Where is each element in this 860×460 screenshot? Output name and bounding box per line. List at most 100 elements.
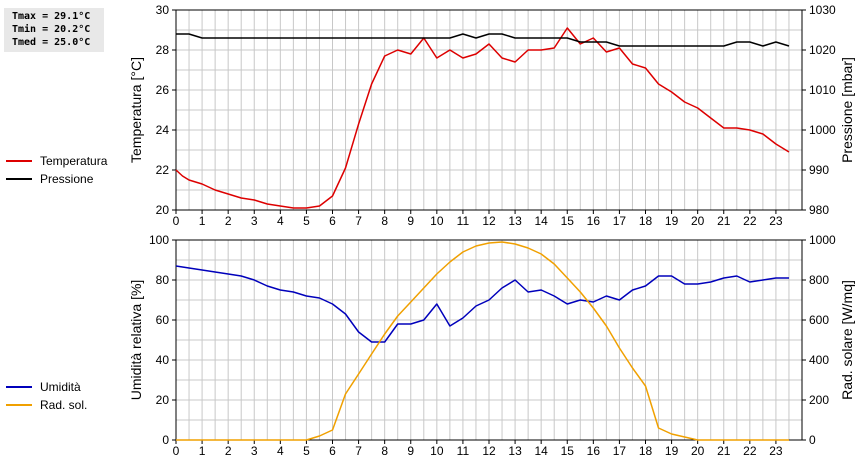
top-x-tick-label: 19	[665, 214, 679, 228]
top-x-tick-label: 12	[482, 214, 496, 228]
top-left-axis-title: Temperatura [°C]	[128, 57, 144, 163]
bottom-x-tick-label: 21	[717, 444, 731, 458]
tmin-text: Tmin = 20.2°C	[12, 24, 91, 35]
legend-bottom: Umidità Rad. sol.	[6, 378, 87, 414]
top-x-tick-label: 16	[587, 214, 601, 228]
top-chart: 0 1 2 3 4 5 6 7 8 9 10 11 12 13 14 15 16 17 18 19 20 21 22 2320…	[128, 3, 855, 228]
top-right-tick-label: 980	[809, 203, 829, 217]
bottom-chart: 0 1 2 3 4 5 6 7 8 9 10 11 12 13 14 15 16 17 18 19 20 21 22 2302…	[128, 233, 855, 458]
bottom-x-tick-label: 11	[457, 444, 470, 458]
bottom-x-tick-label: 18	[639, 444, 653, 458]
bottom-x-tick-label: 10	[430, 444, 444, 458]
bottom-x-tick-label: 2	[225, 444, 232, 458]
top-x-tick-label: 13	[508, 214, 522, 228]
bottom-right-tick-label: 0	[809, 433, 816, 447]
bottom-x-tick-label: 6	[329, 444, 336, 458]
bottom-left-tick-label: 60	[156, 313, 170, 327]
top-x-tick-label: 10	[430, 214, 444, 228]
top-x-tick-label: 6	[329, 214, 336, 228]
bottom-series-rad-sol-line	[176, 241, 789, 441]
top-right-tick-label: 1010	[809, 83, 836, 97]
legend-swatch-humidity	[6, 386, 32, 388]
bottom-x-tick-label: 14	[534, 444, 548, 458]
top-right-tick-label: 1000	[809, 123, 836, 137]
bottom-left-tick-label: 20	[156, 393, 170, 407]
bottom-x-tick-label: 16	[587, 444, 601, 458]
legend-swatch-pressure	[6, 178, 32, 180]
bottom-x-tick-label: 15	[561, 444, 575, 458]
stats-box: Tmax = 29.1°C Tmin = 20.2°C Tmed = 25.0°…	[4, 8, 104, 52]
bottom-x-tick-label: 20	[691, 444, 705, 458]
top-x-tick-label: 8	[381, 214, 388, 228]
legend-swatch-radiation	[6, 404, 32, 406]
top-x-tick-label: 14	[534, 214, 548, 228]
top-left-tick-label: 28	[156, 43, 170, 57]
bottom-x-tick-label: 0	[173, 444, 180, 458]
legend-item-radiation: Rad. sol.	[6, 396, 87, 414]
top-left-tick-label: 24	[156, 123, 170, 137]
top-x-tick-label: 1	[199, 214, 206, 228]
tmax-text: Tmax = 29.1°C	[12, 11, 91, 22]
bottom-x-tick-label: 9	[407, 444, 414, 458]
top-x-tick-label: 23	[769, 214, 783, 228]
top-series-pressione-line	[176, 33, 790, 47]
legend-label-humidity: Umidità	[40, 380, 81, 394]
top-x-tick-label: 17	[613, 214, 627, 228]
bottom-series-umidit-line	[175, 265, 789, 343]
top-right-tick-label: 990	[809, 163, 829, 177]
top-right-tick-label: 1030	[809, 3, 836, 17]
top-right-axis-title: Pressione [mbar]	[839, 57, 855, 163]
bottom-left-tick-label: 80	[156, 273, 170, 287]
bottom-right-tick-label: 1000	[809, 233, 836, 247]
top-x-tick-label: 9	[407, 214, 414, 228]
top-left-tick-label: 30	[156, 3, 170, 17]
top-x-tick-label: 2	[225, 214, 232, 228]
legend-item-temperature: Temperatura	[6, 152, 107, 170]
legend-item-pressure: Pressione	[6, 170, 107, 188]
legend-item-humidity: Umidità	[6, 378, 87, 396]
bottom-right-tick-label: 200	[809, 393, 829, 407]
top-x-tick-label: 21	[717, 214, 731, 228]
top-x-tick-label: 4	[277, 214, 284, 228]
top-x-tick-label: 22	[743, 214, 757, 228]
top-x-tick-label: 20	[691, 214, 705, 228]
bottom-x-tick-label: 5	[303, 444, 310, 458]
top-x-tick-label: 7	[355, 214, 362, 228]
bottom-x-tick-label: 7	[355, 444, 362, 458]
bottom-left-tick-label: 40	[156, 353, 170, 367]
bottom-x-tick-label: 12	[482, 444, 496, 458]
bottom-x-tick-label: 3	[251, 444, 258, 458]
top-x-tick-label: 5	[303, 214, 310, 228]
bottom-x-tick-label: 23	[769, 444, 783, 458]
bottom-x-tick-label: 4	[277, 444, 284, 458]
legend-top: Temperatura Pressione	[6, 152, 107, 188]
top-left-tick-label: 22	[156, 163, 170, 177]
bottom-right-axis-title: Rad. solare [W/mq]	[839, 280, 855, 400]
bottom-right-tick-label: 600	[809, 313, 829, 327]
top-right-tick-label: 1020	[809, 43, 836, 57]
legend-label-radiation: Rad. sol.	[40, 398, 88, 412]
top-x-tick-label: 0	[173, 214, 180, 228]
top-left-tick-label: 20	[156, 203, 170, 217]
bottom-right-tick-label: 400	[809, 353, 829, 367]
bottom-left-tick-label: 0	[162, 433, 169, 447]
bottom-x-tick-label: 13	[508, 444, 522, 458]
bottom-x-tick-label: 17	[613, 444, 627, 458]
tmed-text: Tmed = 25.0°C	[12, 37, 91, 48]
top-x-tick-label: 3	[251, 214, 258, 228]
top-x-tick-label: 15	[561, 214, 575, 228]
legend-label-pressure: Pressione	[40, 172, 94, 186]
legend-label-temperature: Temperatura	[40, 154, 108, 168]
bottom-x-tick-label: 19	[665, 444, 679, 458]
top-left-tick-label: 26	[156, 83, 170, 97]
bottom-left-axis-title: Umidità relativa [%]	[128, 280, 144, 401]
top-x-tick-label: 11	[457, 214, 470, 228]
bottom-left-tick-label: 100	[149, 233, 169, 247]
bottom-x-tick-label: 22	[743, 444, 757, 458]
top-series-temperatura-line	[175, 27, 790, 209]
bottom-right-tick-label: 800	[809, 273, 829, 287]
legend-swatch-temperature	[6, 160, 32, 162]
bottom-x-tick-label: 1	[199, 444, 206, 458]
top-x-tick-label: 18	[639, 214, 653, 228]
